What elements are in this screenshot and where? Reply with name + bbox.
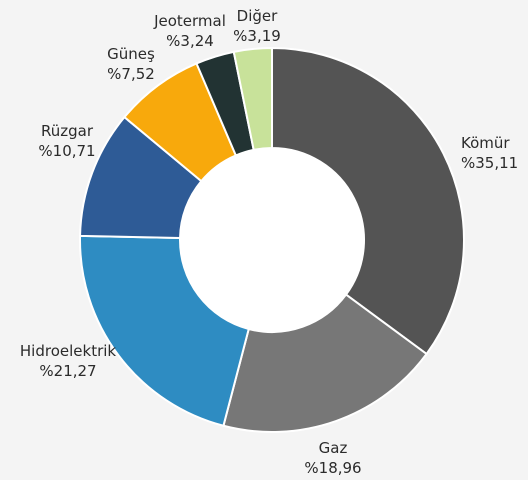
- label-jeotermal: Jeotermal %3,24: [154, 11, 226, 51]
- label-komur-value: %35,11: [461, 154, 519, 172]
- label-hidroelektrik-value: %21,27: [39, 362, 97, 380]
- label-gunes-value: %7,52: [107, 65, 155, 83]
- label-ruzgar-name: Rüzgar: [40, 122, 94, 140]
- label-diger-name: Diğer: [236, 7, 278, 25]
- label-komur-name: Kömür: [461, 134, 510, 152]
- label-gunes: Güneş %7,52: [107, 44, 155, 84]
- label-hidroelektrik-name: Hidroelektrik: [19, 342, 117, 360]
- label-gaz-name: Gaz: [318, 439, 348, 457]
- label-hidroelektrik: Hidroelektrik %21,27: [20, 341, 116, 381]
- label-ruzgar-value: %10,71: [38, 142, 96, 160]
- label-diger-value: %3,19: [233, 27, 281, 45]
- label-ruzgar: Rüzgar %10,71: [38, 121, 95, 161]
- label-diger: Diğer %3,19: [233, 6, 281, 46]
- donut-hole: [180, 148, 364, 332]
- label-gaz-value: %18,96: [304, 459, 362, 477]
- label-komur: Kömür %35,11: [461, 133, 518, 173]
- label-gaz: Gaz %18,96: [304, 438, 361, 478]
- label-jeotermal-value: %3,24: [166, 32, 214, 50]
- label-gunes-name: Güneş: [107, 45, 155, 63]
- label-jeotermal-name: Jeotermal: [154, 12, 226, 30]
